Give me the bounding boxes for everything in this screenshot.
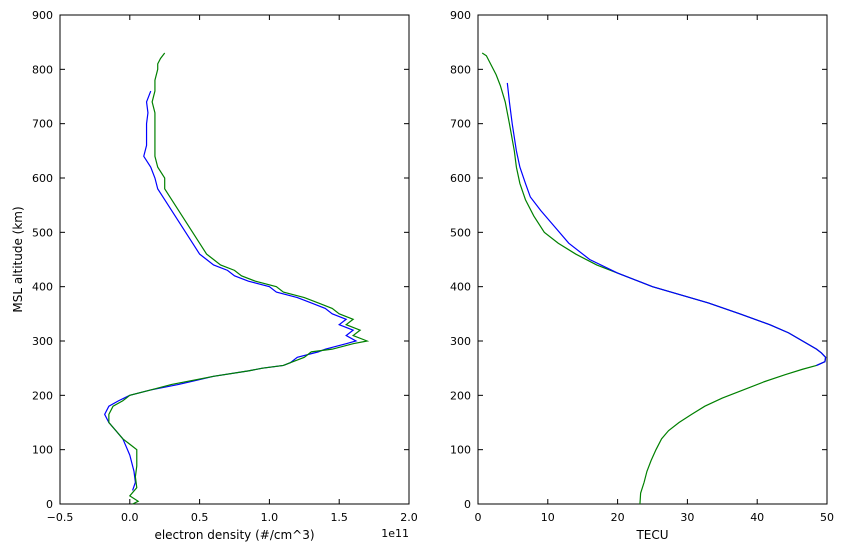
- y-axis-label: MSL altitude (km): [11, 206, 25, 312]
- series-line-1: [108, 52, 370, 505]
- x-tick-label: 50: [820, 511, 834, 524]
- y-tick-label: 500: [450, 226, 471, 239]
- y-tick-label: 200: [450, 389, 471, 402]
- x-tick-label: 0: [475, 511, 482, 524]
- x-tick-label: −0.5: [47, 511, 74, 524]
- y-tick-label: 600: [32, 172, 53, 185]
- x-axis-label: electron density (#/cm^3): [154, 528, 314, 542]
- x-tick-label: 1.5: [330, 511, 348, 524]
- y-tick-label: 900: [450, 9, 471, 22]
- y-tick-label: 200: [32, 389, 53, 402]
- y-tick-label: 900: [32, 9, 53, 22]
- y-tick-label: 800: [32, 63, 53, 76]
- x-tick-label: 20: [611, 511, 625, 524]
- y-tick-label: 0: [464, 498, 471, 511]
- plot-frame: [59, 14, 410, 505]
- y-tick-label: 700: [450, 118, 471, 131]
- y-tick-label: 300: [32, 335, 53, 348]
- y-tick-label: 700: [32, 118, 53, 131]
- x-tick-label: 0.5: [191, 511, 209, 524]
- y-tick-label: 400: [450, 281, 471, 294]
- x-axis-label: TECU: [635, 528, 668, 542]
- y-tick-label: 100: [450, 444, 471, 457]
- plot-frame: [477, 14, 828, 505]
- x-tick-label: 40: [750, 511, 764, 524]
- chart-tecu: 0 10 20 30 40 500100200300400500600700800900T…: [450, 9, 834, 542]
- y-tick-label: 0: [46, 498, 53, 511]
- x-tick-label: 10: [541, 511, 555, 524]
- x-offset-text: 1e11: [381, 527, 409, 540]
- y-tick-label: 600: [450, 172, 471, 185]
- x-tick-label: 1.0: [261, 511, 279, 524]
- y-tick-label: 500: [32, 226, 53, 239]
- y-tick-label: 800: [450, 63, 471, 76]
- x-tick-label: 30: [680, 511, 694, 524]
- series-line-1: [506, 82, 827, 366]
- y-tick-label: 100: [32, 444, 53, 457]
- x-tick-label: 2.0: [400, 511, 418, 524]
- y-tick-label: 400: [32, 281, 53, 294]
- y-tick-label: 300: [450, 335, 471, 348]
- chart-density: −0.5 0.0 0.5 1.0 1.5 2.0 0 100 200 300 400 500 600 70…: [11, 9, 418, 542]
- series-line-0: [103, 90, 358, 491]
- x-tick-label: 0.0: [121, 511, 139, 524]
